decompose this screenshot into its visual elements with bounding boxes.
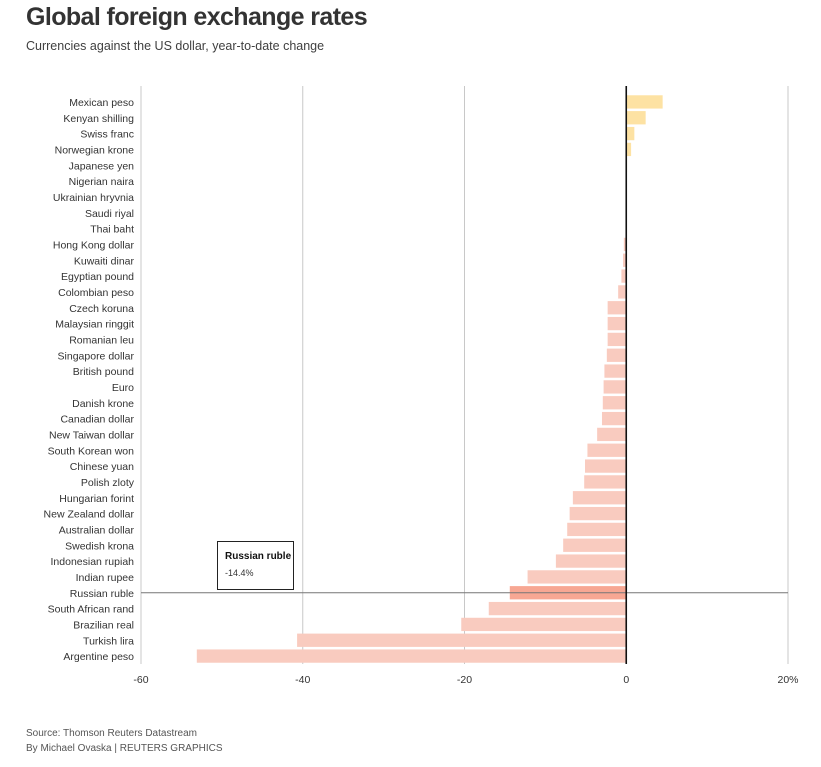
bar[interactable] (623, 253, 627, 267)
bar[interactable] (601, 411, 627, 426)
bar[interactable] (606, 348, 627, 362)
bars-layer (196, 95, 663, 663)
category-label: Singapore dollar (58, 350, 135, 362)
bar[interactable] (569, 506, 627, 521)
bar[interactable] (618, 285, 627, 299)
category-label: Thai baht (90, 224, 134, 236)
bar[interactable] (587, 443, 627, 457)
category-labels: Mexican peso Kenyan shilling Swiss franc No… (44, 97, 135, 663)
overlay-layer (141, 86, 788, 664)
category-label: Indian rupee (76, 572, 135, 584)
bar[interactable] (584, 475, 627, 489)
category-label: Ukrainian hryvnia (53, 192, 134, 204)
bar[interactable] (607, 316, 627, 331)
x-axis-ticks: -60 -40 -20 0 20% (133, 674, 798, 686)
tooltip-name: Russian ruble (225, 551, 292, 562)
bar[interactable] (597, 427, 627, 442)
x-tick-label: -20 (457, 674, 472, 686)
category-label: Euro (112, 382, 134, 394)
category-label: Chinese yuan (70, 461, 134, 473)
category-label: Brazilian real (73, 619, 134, 631)
bar[interactable] (626, 126, 635, 141)
category-label: Kenyan shilling (63, 113, 134, 125)
category-label: New Taiwan dollar (49, 429, 135, 441)
category-label: Swiss franc (80, 129, 134, 141)
bar[interactable] (488, 601, 627, 616)
tooltip-value: -14.4% (225, 568, 254, 578)
chart-title: Global foreign exchange rates (26, 3, 368, 31)
category-label: Malaysian ringgit (55, 319, 134, 331)
x-tick-label: -40 (295, 674, 310, 686)
source-note: Source: Thomson Reuters Datastream (26, 728, 198, 739)
category-label: South African rand (48, 604, 135, 616)
bar[interactable] (196, 649, 627, 663)
tooltip: Russian ruble -14.4% (217, 541, 294, 590)
bar[interactable] (572, 491, 627, 505)
bar[interactable] (623, 237, 627, 252)
category-label: Australian dollar (59, 524, 135, 536)
bar[interactable] (621, 269, 627, 283)
bar[interactable] (555, 554, 627, 568)
category-label: Colombian peso (58, 287, 134, 299)
bar[interactable] (461, 617, 627, 632)
bar[interactable] (626, 142, 632, 157)
credit-note: By Michael Ovaska | REUTERS GRAPHICS (26, 743, 223, 754)
category-label: Polish zloty (81, 477, 135, 489)
chart-subtitle: Currencies against the US dollar, year-t… (26, 39, 325, 53)
bar[interactable] (607, 332, 627, 347)
category-label: British pound (73, 366, 134, 378)
category-label: Saudi riyal (85, 208, 134, 220)
x-tick-label: 20% (777, 674, 798, 686)
category-label: Russian ruble (70, 588, 134, 600)
category-label: Canadian dollar (60, 414, 134, 426)
bar[interactable] (585, 459, 627, 473)
bar[interactable] (563, 538, 627, 552)
bar[interactable] (607, 301, 627, 315)
category-label: Indonesian rupiah (51, 556, 135, 568)
category-label: Danish krone (72, 398, 134, 410)
grid-layer (140, 86, 789, 664)
category-label: Hungarian forint (59, 493, 134, 505)
bar[interactable] (626, 111, 646, 125)
category-label: Nigerian naira (69, 176, 135, 188)
category-label: Argentine peso (63, 651, 134, 663)
category-label: South Korean won (48, 445, 135, 457)
category-label: Norwegian krone (55, 144, 135, 156)
bar[interactable] (604, 364, 627, 378)
bar[interactable] (603, 380, 627, 394)
category-label: New Zealand dollar (44, 509, 135, 521)
category-label: Hong Kong dollar (53, 239, 135, 251)
category-label: Mexican peso (69, 97, 134, 109)
bar[interactable] (602, 396, 627, 410)
x-tick-label: -60 (133, 674, 148, 686)
bar[interactable] (297, 633, 627, 647)
x-tick-label: 0 (623, 674, 629, 686)
bar[interactable] (626, 95, 663, 109)
category-label: Japanese yen (69, 160, 135, 172)
category-label: Czech koruna (69, 303, 134, 315)
category-label: Turkish lira (83, 635, 134, 647)
category-label: Romanian leu (69, 334, 134, 346)
category-label: Kuwaiti dinar (74, 255, 135, 267)
bar[interactable] (567, 522, 627, 537)
bar[interactable] (527, 570, 627, 584)
category-label: Swedish krona (65, 540, 134, 552)
category-label: Egyptian pound (61, 271, 134, 283)
